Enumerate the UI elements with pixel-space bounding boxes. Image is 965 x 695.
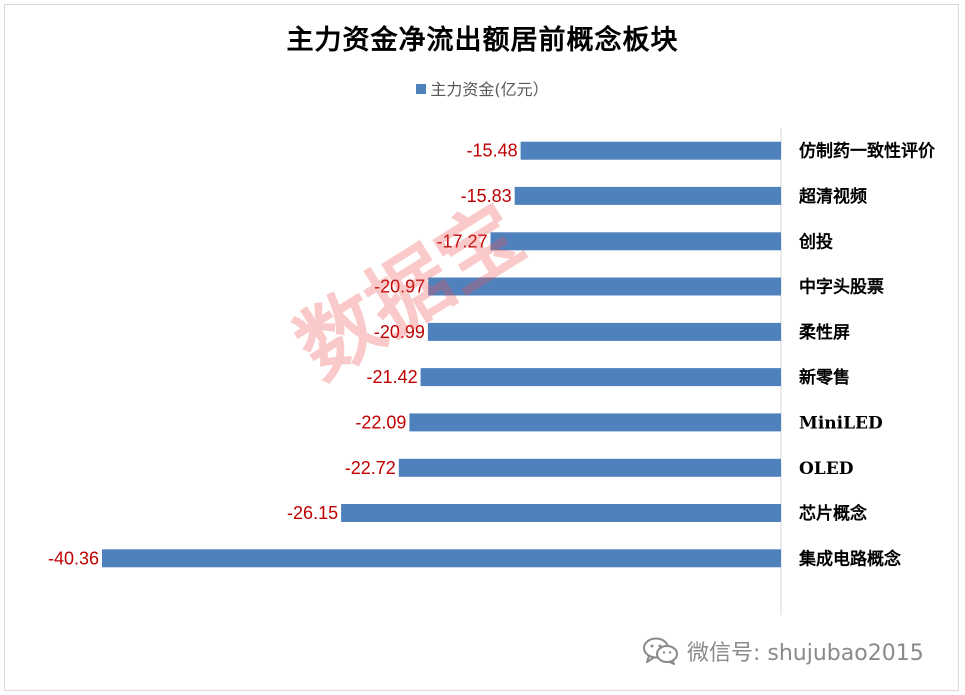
value-label-7: -22.09 xyxy=(355,412,406,432)
wechat-label: 微信号: shujubao2015 xyxy=(687,641,924,666)
category-label-3: 创投 xyxy=(798,231,833,252)
category-label-6: 新零售 xyxy=(799,367,850,388)
value-label-8: -22.72 xyxy=(345,458,396,478)
category-label-4: 中字头股票 xyxy=(799,277,884,298)
bars-group xyxy=(102,141,781,568)
category-label-1: 仿制药一致性评价 xyxy=(799,141,936,162)
bar-8 xyxy=(398,458,781,477)
value-label-6: -21.42 xyxy=(367,367,418,387)
category-label-8: OLED xyxy=(799,459,854,479)
legend-label: 主力资金(亿元） xyxy=(430,80,549,99)
bar-10 xyxy=(102,549,781,568)
legend-swatch xyxy=(416,84,427,94)
chart-title: 主力资金净流出额居前概念板块 xyxy=(286,25,679,56)
bar-2 xyxy=(514,186,781,205)
legend: 主力资金(亿元） xyxy=(0,76,965,100)
bar-5 xyxy=(427,322,781,341)
chart-frame xyxy=(4,4,959,691)
wechat-id: 微信号: shujubao2015 xyxy=(643,636,924,666)
bar-6 xyxy=(420,368,781,387)
category-label-7: MiniLED xyxy=(799,413,883,433)
bar-9 xyxy=(341,504,781,522)
value-label-1: -15.48 xyxy=(467,141,518,161)
bar-7 xyxy=(409,413,781,432)
value-labels-group: -15.48 -15.83 -17.27 -20.97 -20.99 -21.42 -22.… xyxy=(48,141,518,569)
bar-1 xyxy=(520,141,781,160)
category-label-2: 超清视频 xyxy=(799,186,867,207)
category-label-10: 集成电路概念 xyxy=(798,548,901,569)
category-label-9: 芯片概念 xyxy=(799,503,867,524)
category-label-5: 柔性屏 xyxy=(799,322,850,343)
value-label-4: -20.97 xyxy=(374,277,425,297)
wechat-icon xyxy=(643,637,678,665)
bar-4 xyxy=(428,277,781,296)
value-label-10: -40.36 xyxy=(48,548,99,568)
value-label-2: -15.83 xyxy=(461,186,512,206)
bar-3 xyxy=(490,232,781,251)
value-label-9: -26.15 xyxy=(287,503,338,523)
value-label-5: -20.99 xyxy=(374,322,425,342)
value-label-3: -17.27 xyxy=(436,231,487,251)
